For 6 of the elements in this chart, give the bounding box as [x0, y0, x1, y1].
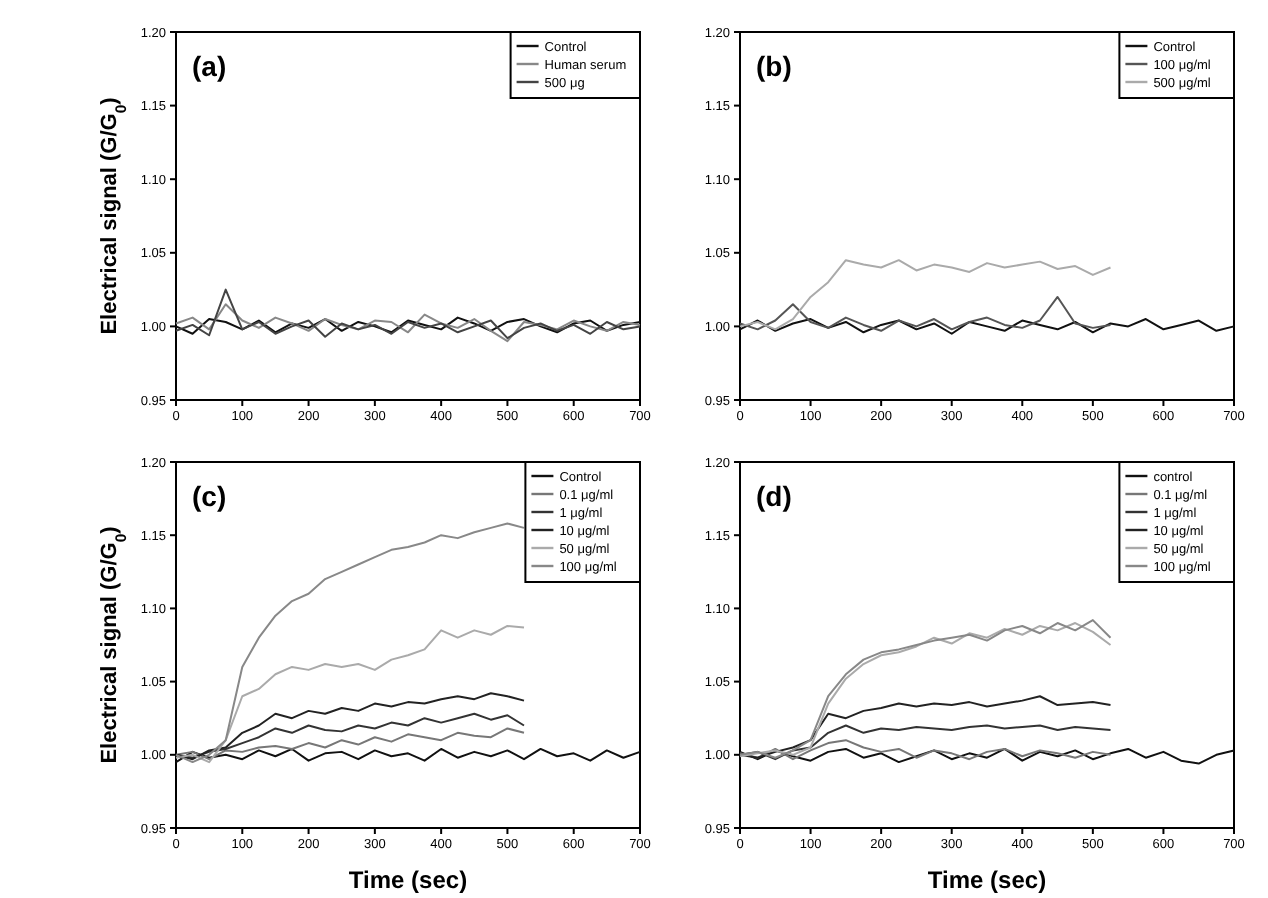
annotation: (a): [192, 50, 227, 82]
annotation: (d): [756, 480, 792, 512]
x-axis-title: Time (sec): [348, 866, 468, 894]
x-axis-title: Time (sec): [927, 866, 1047, 894]
annotation: (b): [756, 50, 792, 82]
annotation: (c): [192, 480, 227, 512]
